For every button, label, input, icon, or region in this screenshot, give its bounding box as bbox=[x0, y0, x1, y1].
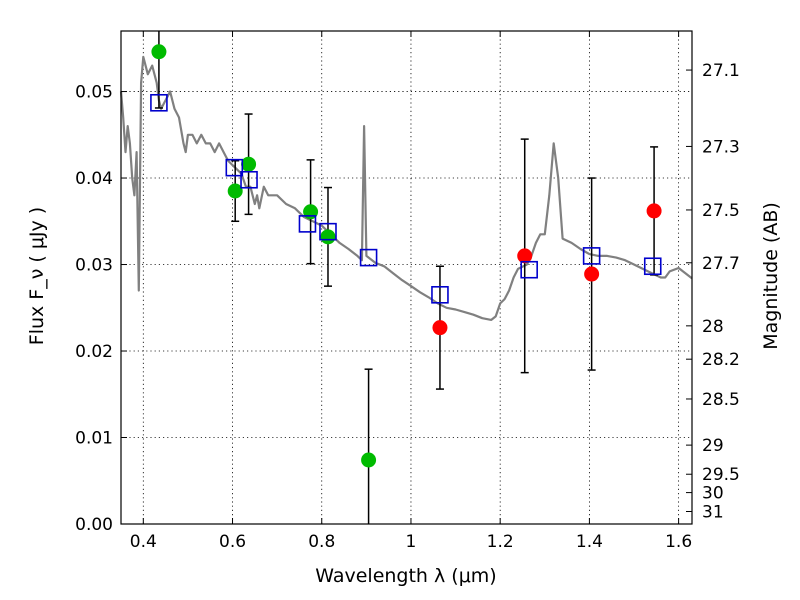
magnitude-tick-label: 27.1 bbox=[702, 61, 740, 81]
y-tick-label: 0.03 bbox=[75, 256, 113, 276]
x-tick-label: 1.2 bbox=[487, 532, 514, 552]
flux-point bbox=[646, 203, 662, 219]
flux-point bbox=[361, 452, 377, 468]
template-spectrum bbox=[119, 55, 693, 321]
flux-point bbox=[517, 248, 533, 264]
spectrum-line bbox=[119, 55, 693, 321]
x-tick-label: 1.6 bbox=[665, 532, 692, 552]
x-tick-label: 1 bbox=[406, 532, 417, 552]
magnitude-tick-label: 29 bbox=[702, 436, 724, 456]
model-point bbox=[240, 170, 258, 189]
model-point bbox=[319, 222, 337, 241]
y-tick-label: 0.04 bbox=[75, 169, 113, 189]
y-tick-label: 0.01 bbox=[75, 429, 113, 449]
flux-point bbox=[241, 156, 257, 172]
x-axis-label: Wavelength λ (μm) bbox=[315, 565, 496, 587]
flux-point bbox=[584, 266, 600, 282]
y-tick-label: 0.05 bbox=[75, 83, 113, 103]
flux-point bbox=[151, 44, 167, 60]
model-point bbox=[520, 260, 538, 279]
x-tick-label: 1.4 bbox=[576, 532, 603, 552]
model-point bbox=[225, 158, 244, 177]
data-markers bbox=[150, 44, 662, 468]
y-tick-label: 0.02 bbox=[75, 342, 113, 362]
x-tick-label: 0.8 bbox=[308, 532, 335, 552]
magnitude-tick-label: 28.2 bbox=[702, 350, 740, 370]
magnitude-tick-label: 28 bbox=[702, 317, 724, 337]
flux-point bbox=[432, 320, 448, 336]
magnitude-tick-label: 29.5 bbox=[702, 465, 740, 485]
magnitude-tick-label: 28.5 bbox=[702, 390, 740, 410]
model-point bbox=[150, 93, 168, 112]
flux-point bbox=[320, 229, 336, 245]
magnitude-tick-label: 27.7 bbox=[702, 254, 740, 274]
model-point bbox=[359, 248, 378, 267]
model-point bbox=[431, 285, 449, 304]
magnitude-tick-label: 27.5 bbox=[702, 201, 740, 221]
plot-frame bbox=[120, 30, 693, 525]
model-point bbox=[582, 247, 601, 265]
right-axis-label: Magnitude (AB) bbox=[760, 202, 782, 350]
y-tick-label: 0.00 bbox=[75, 515, 113, 535]
magnitude-tick-label: 27.3 bbox=[702, 137, 740, 157]
y-axis-label: Flux F_ν ( μJy ) bbox=[26, 207, 48, 345]
magnitude-tick-label: 30 bbox=[702, 484, 724, 504]
magnitude-tick-label: 31 bbox=[702, 502, 724, 522]
x-tick-label: 0.4 bbox=[130, 532, 157, 552]
x-tick-label: 0.6 bbox=[219, 532, 246, 552]
model-point bbox=[298, 215, 317, 233]
axis-ticks: 0.4 0.6 0.8 1 1.2 1.4 1.6 0.00 0.01 0.02 0.03 0.04 0… bbox=[75, 31, 740, 552]
model-point bbox=[643, 257, 662, 276]
flux-point bbox=[227, 183, 243, 199]
